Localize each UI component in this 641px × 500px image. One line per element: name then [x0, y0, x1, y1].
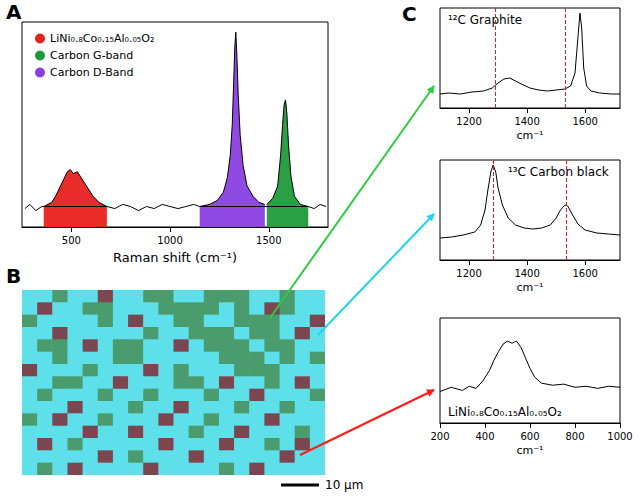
svg-text:¹³C Carbon black: ¹³C Carbon black	[508, 165, 609, 179]
svg-text:600: 600	[520, 431, 539, 442]
svg-text:500: 500	[62, 235, 81, 246]
svg-text:Carbon D-Band: Carbon D-Band	[50, 66, 133, 79]
svg-text:1600: 1600	[572, 268, 597, 279]
svg-text:1000: 1000	[157, 235, 182, 246]
svg-text:1400: 1400	[514, 268, 539, 279]
svg-text:1000: 1000	[607, 431, 632, 442]
svg-text:A: A	[6, 0, 22, 24]
svg-text:¹²C Graphite: ¹²C Graphite	[448, 13, 522, 27]
svg-text:1600: 1600	[572, 116, 597, 127]
svg-text:cm⁻¹: cm⁻¹	[517, 444, 544, 457]
svg-text:1400: 1400	[514, 116, 539, 127]
svg-text:1200: 1200	[456, 268, 481, 279]
svg-text:B: B	[6, 264, 21, 288]
svg-text:1500: 1500	[256, 235, 281, 246]
svg-text:C: C	[402, 2, 417, 26]
svg-text:10 μm: 10 μm	[325, 478, 363, 492]
svg-text:Raman shift (cm⁻¹): Raman shift (cm⁻¹)	[113, 250, 237, 265]
svg-text:cm⁻¹: cm⁻¹	[517, 129, 544, 142]
svg-text:800: 800	[565, 431, 584, 442]
svg-text:200: 200	[430, 431, 449, 442]
svg-text:Carbon G-band: Carbon G-band	[50, 49, 133, 62]
svg-text:cm⁻¹: cm⁻¹	[517, 281, 544, 294]
svg-text:LiNi₀.₈Co₀.₁₅Al₀.₀₅O₂: LiNi₀.₈Co₀.₁₅Al₀.₀₅O₂	[448, 405, 562, 419]
svg-text:400: 400	[475, 431, 494, 442]
svg-text:1200: 1200	[456, 116, 481, 127]
svg-text:LiNi₀.₈Co₀.₁₅Al₀.₀₅O₂: LiNi₀.₈Co₀.₁₅Al₀.₀₅O₂	[50, 32, 154, 45]
